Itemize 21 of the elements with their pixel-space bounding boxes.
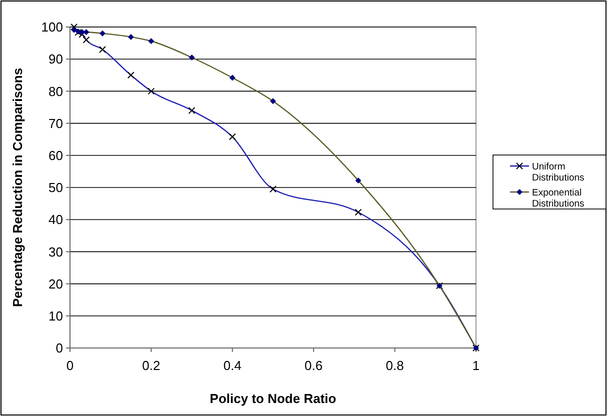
y-tick-label: 60 [48,148,63,163]
x-tick-label: 0.8 [386,358,404,373]
x-tick-label: 0.6 [304,358,323,373]
y-tick-label: 90 [48,52,63,67]
y-tick-label: 50 [48,180,63,196]
y-tick-label: 80 [48,84,63,99]
x-tick-label: 1 [472,358,480,373]
x-tick-label: 0.4 [223,358,242,373]
y-axis-title: Percentage Reduction in Comparisons [10,68,25,308]
x-tick-label: 0 [66,358,74,373]
y-tick-label: 100 [41,20,63,35]
x-axis-title: Policy to Node Ratio [210,391,336,406]
legend-label: Uniform Distributions [532,161,585,184]
y-tick-label: 40 [48,212,63,228]
y-tick-label: 0 [56,340,63,356]
y-tick-label: 30 [48,244,63,260]
y-tick-label: 10 [48,308,63,324]
y-tick-label: 70 [48,116,63,131]
legend-label: Exponential Distributions [532,187,585,210]
x-tick-label: 0.2 [142,358,160,373]
y-tick-label: 20 [48,276,63,292]
